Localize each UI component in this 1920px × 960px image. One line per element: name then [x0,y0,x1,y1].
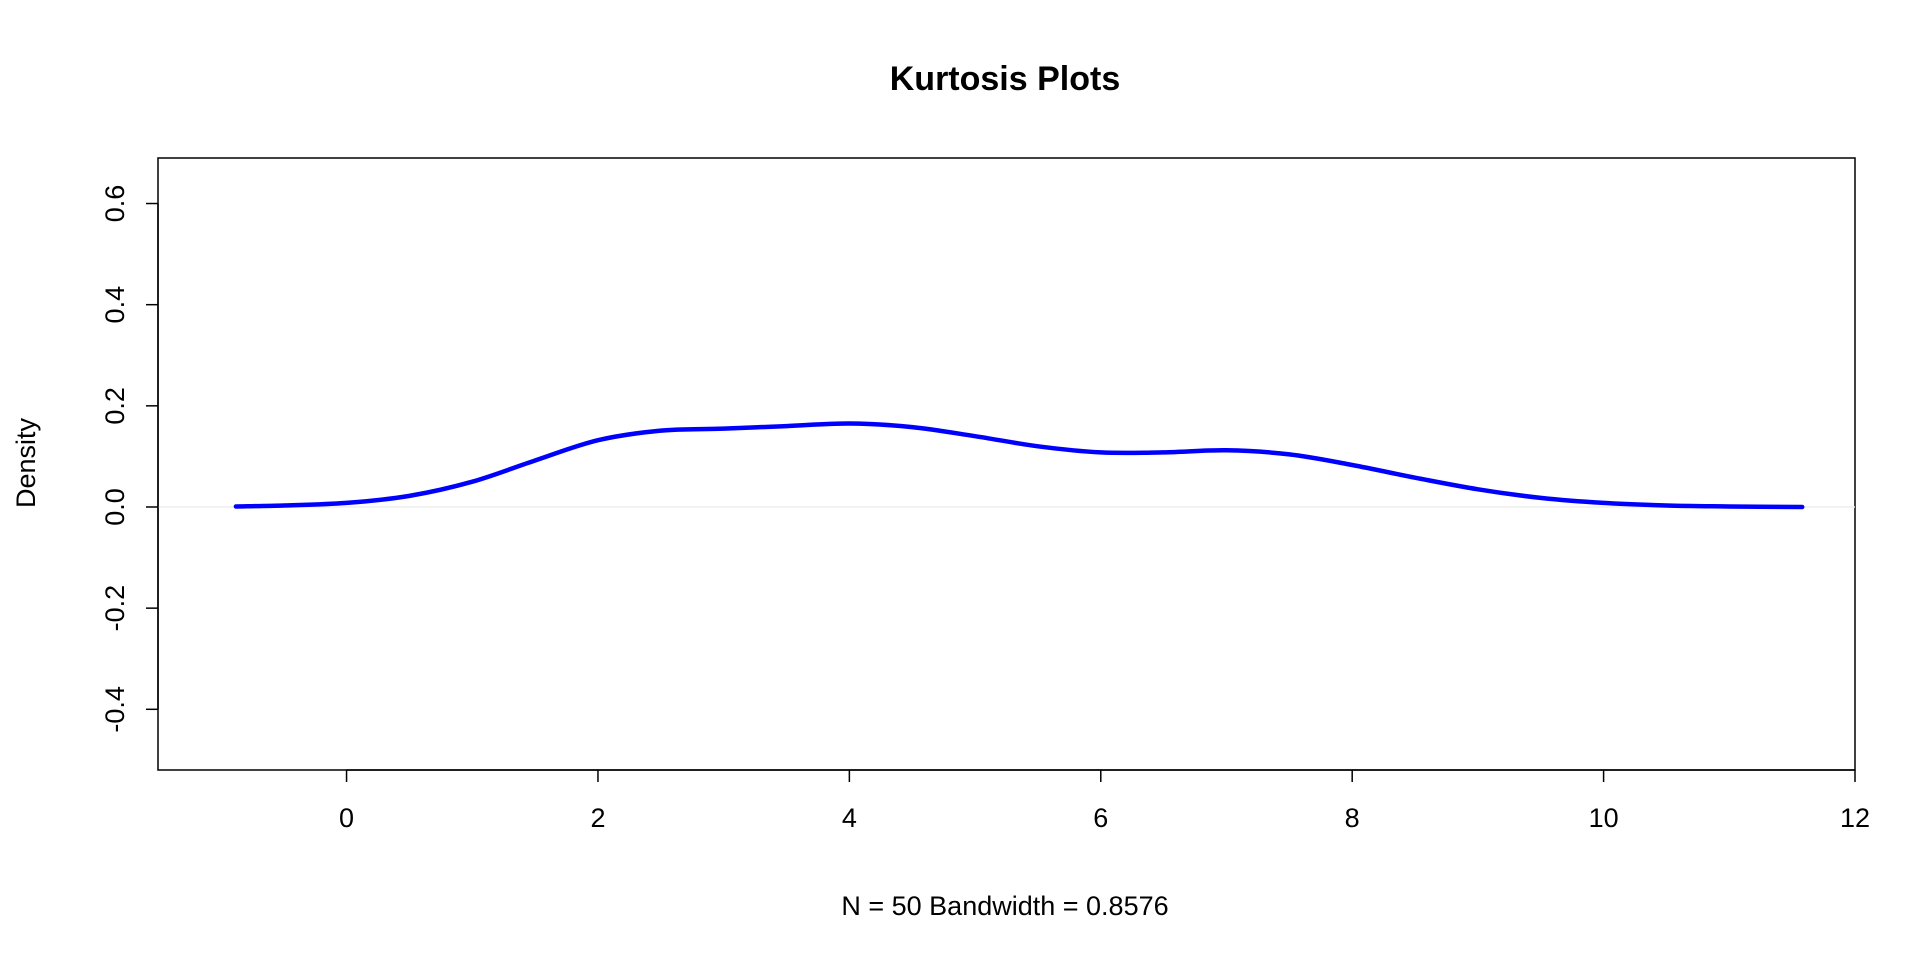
x-tick-label: 2 [590,803,605,833]
x-tick-label: 0 [339,803,354,833]
y-tick-label: 0.6 [100,185,130,223]
x-tick-label: 4 [842,803,857,833]
x-tick-label: 12 [1840,803,1870,833]
x-axis-label: N = 50 Bandwidth = 0.8576 [841,891,1168,921]
chart-title: Kurtosis Plots [890,60,1120,98]
y-axis: -0.4 -0.2 0.0 0.2 0.4 0.6 [100,185,159,733]
y-tick-label: 0.4 [100,286,130,324]
x-tick-label: 6 [1093,803,1108,833]
x-axis: 0 2 4 6 8 10 12 [339,769,1870,833]
density-curve [233,421,1805,510]
y-axis-label: Density [11,417,41,508]
y-tick-label: 0.2 [100,387,130,425]
y-tick-label: -0.2 [100,585,130,632]
y-tick-label: -0.4 [100,686,130,733]
x-tick-label: 10 [1589,803,1619,833]
x-tick-label: 8 [1345,803,1360,833]
plot-frame [157,157,1856,771]
y-tick-label: 0.0 [100,488,130,526]
